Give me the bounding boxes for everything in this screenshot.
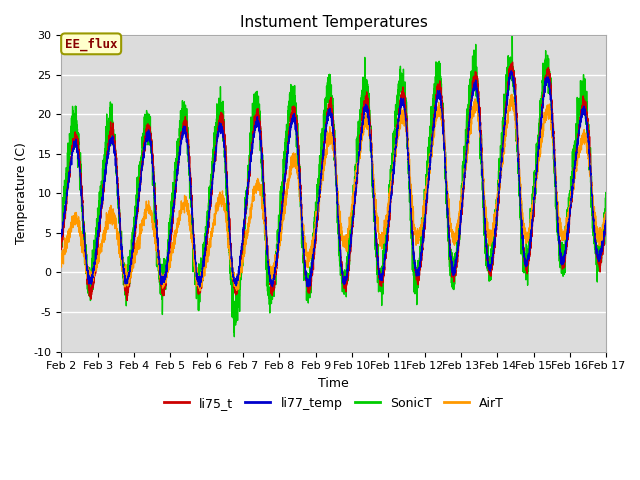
Text: EE_flux: EE_flux — [65, 37, 117, 50]
Title: Instument Temperatures: Instument Temperatures — [240, 15, 428, 30]
Y-axis label: Temperature (C): Temperature (C) — [15, 143, 28, 244]
X-axis label: Time: Time — [319, 377, 349, 390]
Legend: li75_t, li77_temp, SonicT, AirT: li75_t, li77_temp, SonicT, AirT — [159, 392, 509, 415]
